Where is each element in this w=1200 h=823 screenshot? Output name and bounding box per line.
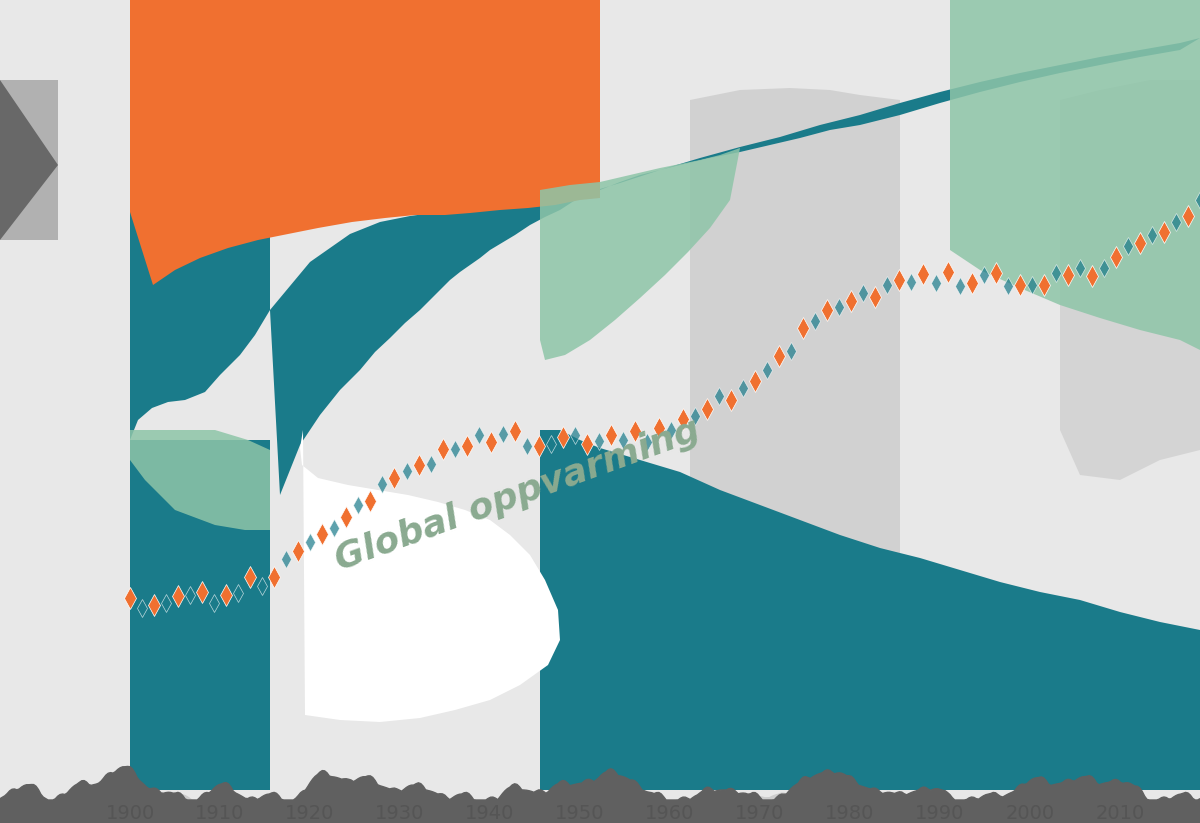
Text: 1970: 1970	[736, 804, 785, 823]
Polygon shape	[270, 38, 1200, 495]
Polygon shape	[0, 80, 58, 240]
Text: 1980: 1980	[826, 804, 875, 823]
Text: 1940: 1940	[466, 804, 515, 823]
Polygon shape	[130, 0, 600, 285]
Polygon shape	[130, 430, 270, 530]
Polygon shape	[690, 88, 900, 645]
Polygon shape	[540, 148, 740, 360]
Text: 2010: 2010	[1096, 804, 1145, 823]
Polygon shape	[950, 0, 1200, 350]
Text: 1930: 1930	[376, 804, 425, 823]
Text: 1920: 1920	[286, 804, 335, 823]
Polygon shape	[1060, 80, 1200, 480]
Text: Global oppvarming: Global oppvarming	[330, 413, 704, 577]
Text: 1910: 1910	[196, 804, 245, 823]
Polygon shape	[540, 430, 1200, 790]
Polygon shape	[0, 80, 58, 240]
Text: 1950: 1950	[556, 804, 605, 823]
Text: 1990: 1990	[916, 804, 965, 823]
Text: 1960: 1960	[646, 804, 695, 823]
Text: 1900: 1900	[106, 804, 155, 823]
Polygon shape	[130, 0, 270, 440]
Text: 2000: 2000	[1006, 804, 1055, 823]
Polygon shape	[300, 430, 560, 722]
Polygon shape	[130, 440, 270, 790]
